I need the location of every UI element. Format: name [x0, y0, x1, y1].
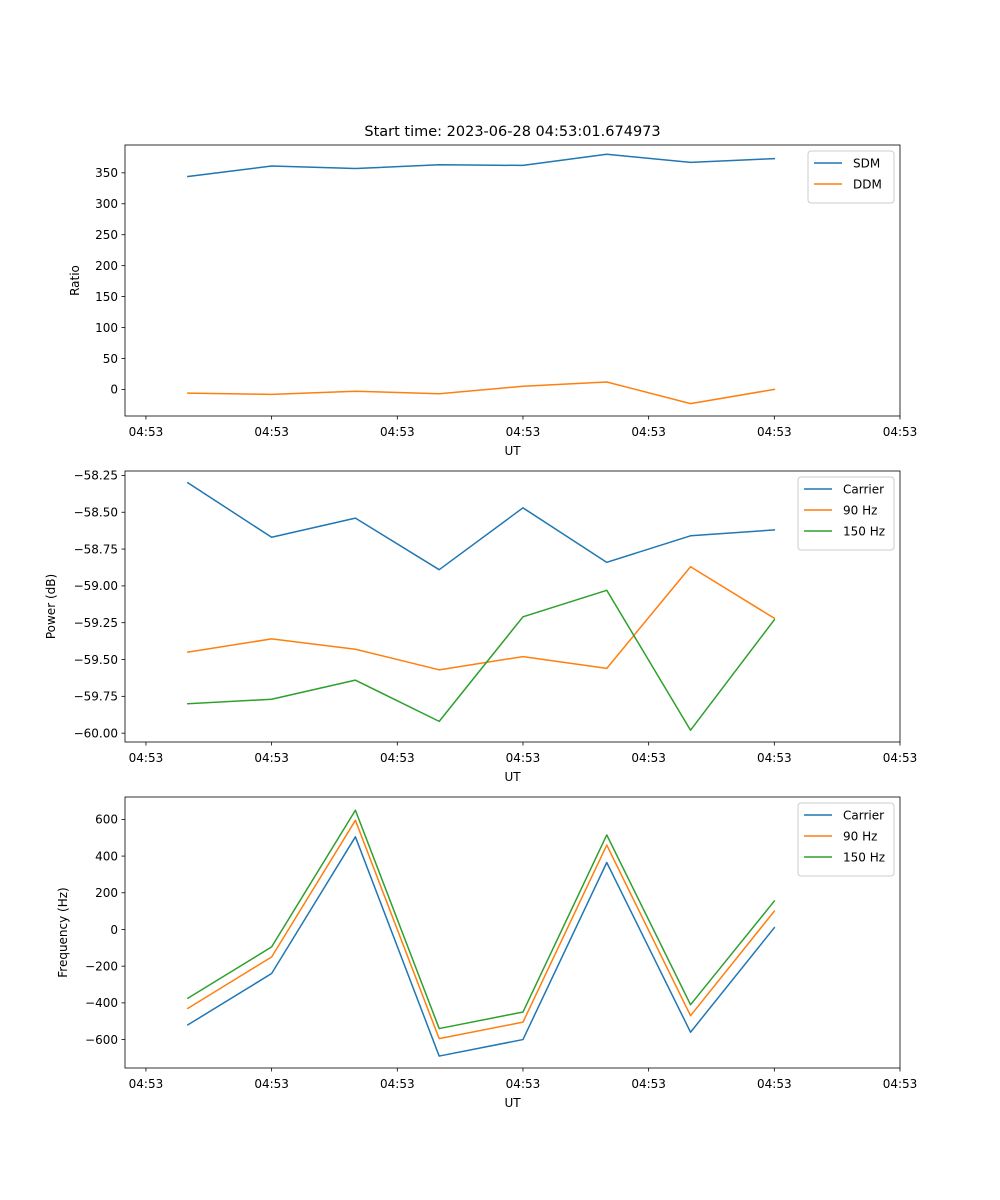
legend-label: SDM: [853, 156, 880, 170]
legend-label: 150 Hz: [843, 850, 885, 864]
y-tick-label: 600: [95, 813, 118, 827]
x-tick-label: 04:53: [129, 425, 164, 439]
legend-label: Carrier: [843, 482, 884, 496]
legend-label: 90 Hz: [843, 829, 877, 843]
y-axis-label: Frequency (Hz): [56, 887, 70, 978]
x-axis-label: UT: [504, 770, 521, 784]
series-line-90-hz: [186, 819, 776, 1040]
legend: Carrier 90 Hz 150 Hz: [797, 802, 895, 877]
legend: Carrier 90 Hz 150 Hz: [797, 476, 895, 551]
subplot-2: −60.00 −59.75 −59.50 −59.25 −59.00 −58.75 −58.…: [44, 469, 917, 784]
x-tick-label: 04:53: [129, 1077, 164, 1091]
y-tick-label: −200: [85, 959, 118, 973]
x-axis-label: UT: [504, 444, 521, 458]
x-tick-label: 04:53: [506, 425, 541, 439]
x-tick-label: 04:53: [254, 751, 289, 765]
x-tick-label: 04:53: [631, 425, 666, 439]
y-tick-label: 250: [95, 228, 118, 242]
x-tick-label: 04:53: [883, 751, 918, 765]
y-tick-label: −60.00: [74, 726, 118, 740]
y-tick-label: 0: [110, 383, 118, 397]
y-axis-label: Power (dB): [44, 574, 58, 639]
y-tick-label: −59.25: [74, 616, 118, 630]
x-tick-label: 04:53: [757, 1077, 792, 1091]
y-tick-label: 100: [95, 321, 118, 335]
x-tick-label: 04:53: [506, 1077, 541, 1091]
y-axis-label: Ratio: [68, 265, 82, 296]
x-tick-label: 04:53: [631, 751, 666, 765]
y-tick-label: 350: [95, 166, 118, 180]
series-line-150-hz: [186, 809, 776, 1030]
x-tick-label: 04:53: [757, 751, 792, 765]
y-tick-label: −58.25: [74, 469, 118, 483]
legend-label: 90 Hz: [843, 503, 877, 517]
x-tick-label: 04:53: [380, 425, 415, 439]
legend-label: DDM: [853, 177, 882, 191]
y-tick-label: 300: [95, 197, 118, 211]
x-tick-label: 04:53: [380, 751, 415, 765]
y-tick-label: −58.75: [74, 542, 118, 556]
y-tick-label: 50: [103, 352, 118, 366]
x-tick-label: 04:53: [757, 425, 792, 439]
series-line-90-hz: [186, 565, 776, 671]
series-line-sdm: [187, 153, 776, 178]
x-tick-label: 04:53: [380, 1077, 415, 1091]
y-tick-label: −59.75: [74, 690, 118, 704]
x-tick-label: 04:53: [631, 1077, 666, 1091]
legend: SDM DDM: [807, 150, 895, 204]
chart-title: Start time: 2023-06-28 04:53:01.674973: [364, 124, 660, 140]
subplot-3: −600 −400 −200 0 200 400 600 04:53 04:53 04:53 04:…: [56, 796, 918, 1110]
y-tick-label: −59.50: [74, 653, 118, 667]
y-tick-label: 150: [95, 290, 118, 304]
y-tick-label: 200: [95, 886, 118, 900]
legend-label: 150 Hz: [843, 524, 885, 538]
series-line-ddm: [187, 381, 776, 405]
axes-frame: [124, 796, 901, 1069]
y-tick-label: −400: [85, 996, 118, 1010]
x-tick-label: 04:53: [254, 1077, 289, 1091]
legend-box: [807, 150, 895, 204]
series-line-150-hz: [187, 589, 776, 731]
axes-frame: [124, 144, 901, 417]
y-tick-label: −58.50: [74, 506, 118, 520]
y-tick-label: 400: [95, 849, 118, 863]
x-tick-label: 04:53: [883, 1077, 918, 1091]
x-tick-label: 04:53: [506, 751, 541, 765]
y-tick-label: 0: [110, 923, 118, 937]
series-line-carrier: [186, 836, 776, 1057]
x-axis-label: UT: [504, 1096, 521, 1110]
axes-frame: [124, 470, 901, 743]
subplots: 0 50 100 150 200 250 300 350 04:53 04:53 04:53 04:5…: [44, 144, 918, 1110]
y-tick-label: 200: [95, 259, 118, 273]
x-tick-label: 04:53: [883, 425, 918, 439]
y-tick-label: −600: [85, 1033, 118, 1047]
x-tick-label: 04:53: [129, 751, 164, 765]
y-tick-label: −59.00: [74, 579, 118, 593]
legend-label: Carrier: [843, 808, 884, 822]
subplot-1: 0 50 100 150 200 250 300 350 04:53 04:53 04:53 04:5…: [68, 144, 918, 458]
x-tick-label: 04:53: [254, 425, 289, 439]
series-line-carrier: [186, 481, 776, 571]
